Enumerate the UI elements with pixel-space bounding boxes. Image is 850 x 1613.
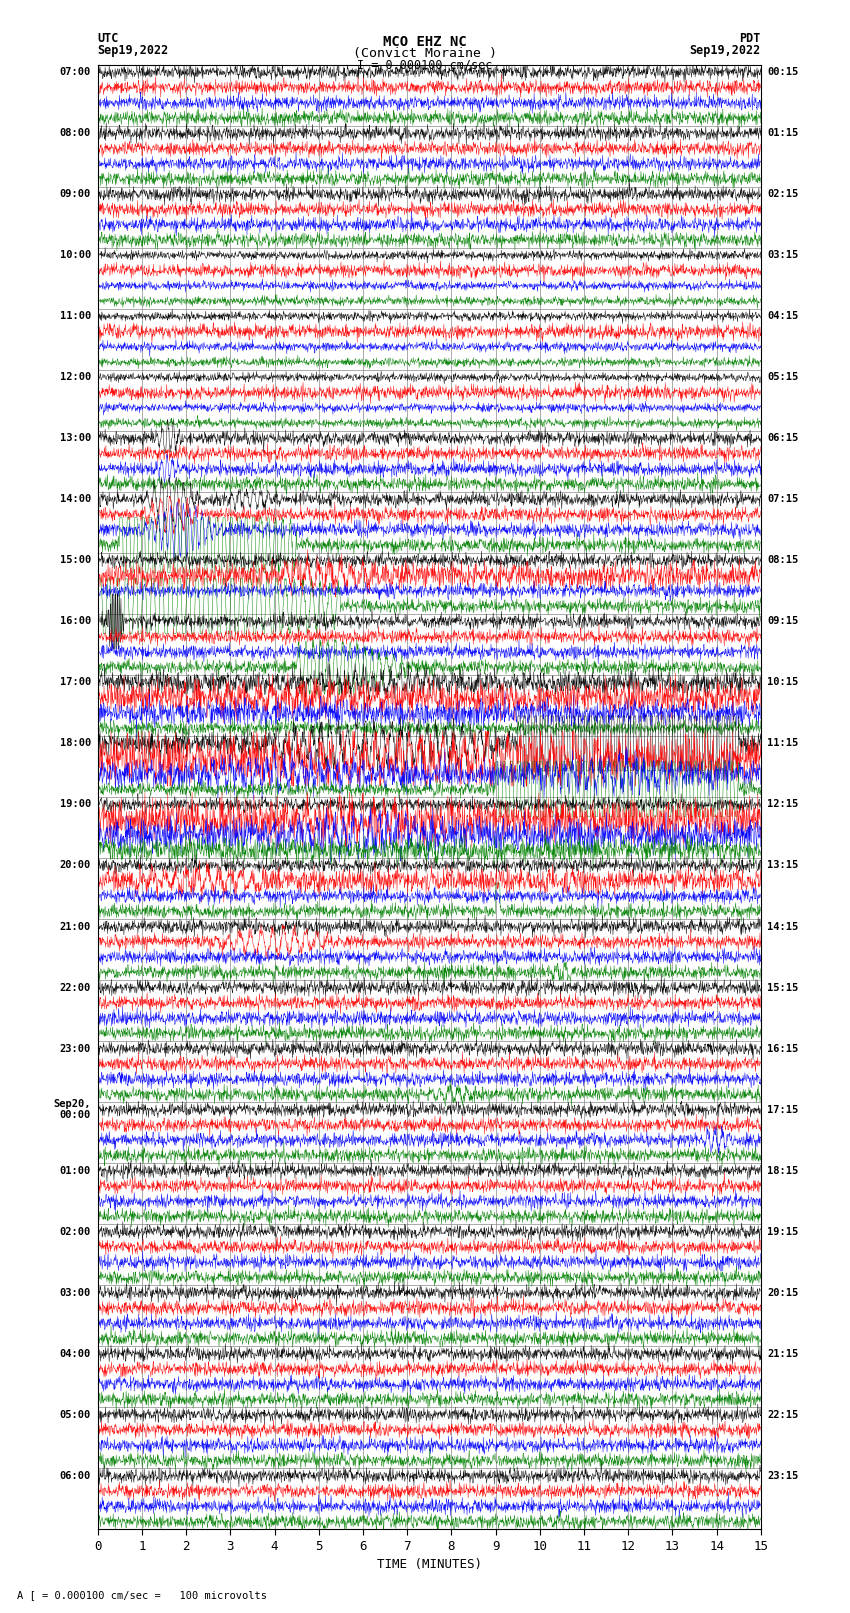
Text: 11:00: 11:00 — [60, 311, 91, 321]
Text: 22:15: 22:15 — [768, 1410, 799, 1419]
Text: 01:00: 01:00 — [60, 1166, 91, 1176]
Text: 15:00: 15:00 — [60, 555, 91, 565]
Text: 17:00: 17:00 — [60, 677, 91, 687]
Text: 09:15: 09:15 — [768, 616, 799, 626]
Text: 16:00: 16:00 — [60, 616, 91, 626]
Text: 12:00: 12:00 — [60, 373, 91, 382]
Text: 13:15: 13:15 — [768, 860, 799, 871]
Text: A [ = 0.000100 cm/sec =   100 microvolts: A [ = 0.000100 cm/sec = 100 microvolts — [17, 1590, 267, 1600]
Text: PDT: PDT — [740, 32, 761, 45]
Text: 02:15: 02:15 — [768, 189, 799, 198]
Text: 23:00: 23:00 — [60, 1044, 91, 1053]
Text: 23:15: 23:15 — [768, 1471, 799, 1481]
Text: Sep20,
00:00: Sep20, 00:00 — [54, 1098, 91, 1121]
Text: 02:00: 02:00 — [60, 1226, 91, 1237]
Text: 00:15: 00:15 — [768, 68, 799, 77]
Text: 16:15: 16:15 — [768, 1044, 799, 1053]
Text: 21:15: 21:15 — [768, 1348, 799, 1358]
Text: 18:00: 18:00 — [60, 739, 91, 748]
Text: 06:15: 06:15 — [768, 434, 799, 444]
Text: 08:15: 08:15 — [768, 555, 799, 565]
Text: 13:00: 13:00 — [60, 434, 91, 444]
Text: 14:15: 14:15 — [768, 921, 799, 931]
Text: 07:00: 07:00 — [60, 68, 91, 77]
Text: 20:00: 20:00 — [60, 860, 91, 871]
Text: 12:15: 12:15 — [768, 800, 799, 810]
Text: 19:15: 19:15 — [768, 1226, 799, 1237]
Text: 08:00: 08:00 — [60, 127, 91, 139]
Text: 04:15: 04:15 — [768, 311, 799, 321]
Text: I = 0.000100 cm/sec: I = 0.000100 cm/sec — [357, 58, 493, 71]
Text: 07:15: 07:15 — [768, 494, 799, 505]
Text: 06:00: 06:00 — [60, 1471, 91, 1481]
Text: 19:00: 19:00 — [60, 800, 91, 810]
Text: 15:15: 15:15 — [768, 982, 799, 992]
Text: Sep19,2022: Sep19,2022 — [98, 44, 169, 56]
Text: 10:15: 10:15 — [768, 677, 799, 687]
Text: 20:15: 20:15 — [768, 1287, 799, 1297]
Text: 11:15: 11:15 — [768, 739, 799, 748]
Text: 05:15: 05:15 — [768, 373, 799, 382]
Text: MCO EHZ NC: MCO EHZ NC — [383, 35, 467, 50]
Text: 21:00: 21:00 — [60, 921, 91, 931]
Text: 09:00: 09:00 — [60, 189, 91, 198]
Text: 03:15: 03:15 — [768, 250, 799, 260]
Text: 10:00: 10:00 — [60, 250, 91, 260]
Text: 04:00: 04:00 — [60, 1348, 91, 1358]
Text: 03:00: 03:00 — [60, 1287, 91, 1297]
Text: Sep19,2022: Sep19,2022 — [689, 44, 761, 56]
Text: 14:00: 14:00 — [60, 494, 91, 505]
Text: 18:15: 18:15 — [768, 1166, 799, 1176]
Text: 05:00: 05:00 — [60, 1410, 91, 1419]
Text: 22:00: 22:00 — [60, 982, 91, 992]
Text: 17:15: 17:15 — [768, 1105, 799, 1115]
X-axis label: TIME (MINUTES): TIME (MINUTES) — [377, 1558, 482, 1571]
Text: (Convict Moraine ): (Convict Moraine ) — [353, 47, 497, 60]
Text: UTC: UTC — [98, 32, 119, 45]
Text: 01:15: 01:15 — [768, 127, 799, 139]
